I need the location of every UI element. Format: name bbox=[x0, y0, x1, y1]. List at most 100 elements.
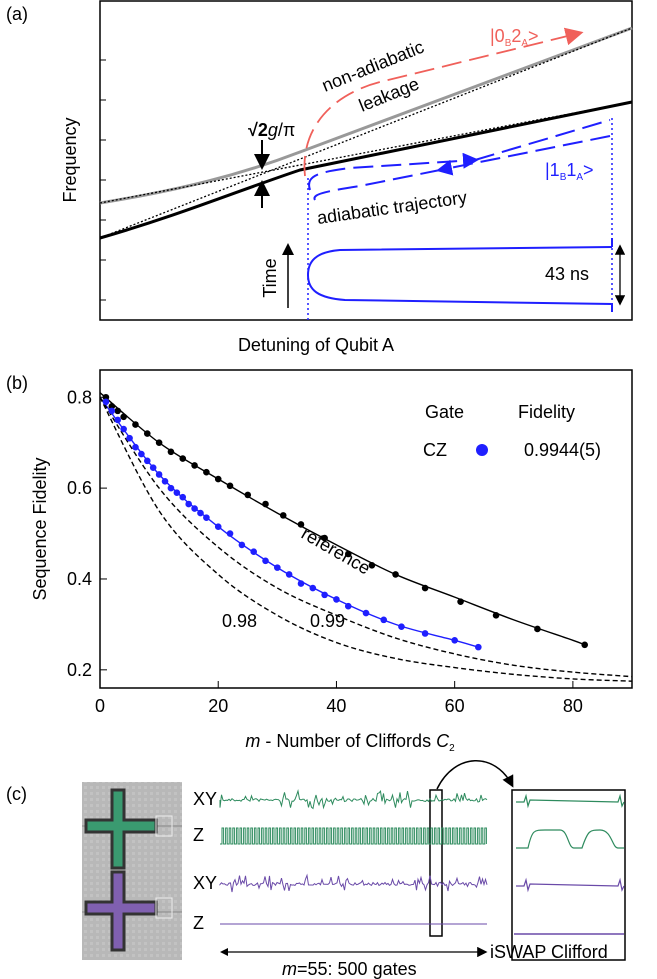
point bbox=[321, 534, 328, 542]
ticks bbox=[100, 59, 106, 301]
panel-label: (b) bbox=[6, 373, 28, 393]
zoom-box bbox=[429, 789, 443, 937]
part: - Number of Cliffords bbox=[260, 731, 436, 751]
zoom-label: iSWAP Clifford bbox=[490, 942, 608, 962]
trajectory-back bbox=[436, 135, 611, 176]
point bbox=[285, 571, 293, 578]
trajectory-forward bbox=[308, 152, 479, 191]
row-label: Z bbox=[193, 825, 204, 845]
sub: A bbox=[521, 38, 528, 49]
point bbox=[226, 482, 234, 490]
point bbox=[185, 500, 192, 508]
legend-fidelity: 0.9944(5) bbox=[524, 440, 601, 460]
waveform bbox=[516, 829, 624, 849]
bare-level bbox=[99, 27, 633, 239]
point bbox=[297, 580, 305, 587]
sqrt: √2 bbox=[248, 120, 268, 140]
x-tick-label: 60 bbox=[445, 696, 465, 716]
point bbox=[191, 505, 198, 512]
trajectory-label: adiabatic trajectory bbox=[316, 187, 468, 228]
qubit-a bbox=[84, 788, 158, 870]
point bbox=[262, 557, 269, 565]
point bbox=[238, 541, 246, 549]
point bbox=[214, 475, 222, 483]
frame bbox=[99, 369, 633, 689]
row-label: Z bbox=[193, 913, 204, 933]
point bbox=[143, 430, 151, 437]
coupling-label: √2g/π bbox=[248, 120, 295, 140]
point bbox=[120, 425, 127, 433]
point bbox=[297, 521, 305, 528]
leakage-path bbox=[303, 27, 584, 177]
trajectory-back bbox=[313, 169, 441, 201]
point bbox=[173, 489, 181, 496]
state-label: |0B2A> bbox=[490, 26, 539, 49]
point bbox=[344, 550, 352, 558]
time-profile bbox=[306, 246, 613, 312]
row-label: XY bbox=[193, 873, 217, 893]
y-tick-label: 0.6 bbox=[67, 478, 92, 498]
x-tick-label: 40 bbox=[326, 696, 346, 716]
waveform bbox=[516, 877, 625, 893]
point bbox=[475, 643, 482, 651]
waveform bbox=[219, 873, 488, 893]
point bbox=[120, 413, 127, 421]
point bbox=[197, 509, 204, 517]
point bbox=[102, 398, 110, 406]
sub: 2 bbox=[449, 743, 455, 754]
zoom-arrow bbox=[436, 760, 514, 790]
x-tick-label: 80 bbox=[563, 696, 583, 716]
point bbox=[138, 450, 145, 458]
qubit-b bbox=[84, 870, 158, 952]
point bbox=[132, 421, 139, 428]
point bbox=[368, 562, 376, 569]
point bbox=[126, 434, 133, 442]
coupler bbox=[155, 815, 173, 837]
bound-label: 0.98 bbox=[222, 611, 257, 631]
point bbox=[421, 630, 429, 637]
y-tick-label: 0.8 bbox=[67, 387, 92, 407]
part: 2 bbox=[511, 26, 521, 46]
c: C bbox=[436, 731, 450, 751]
y-axis-label: Frequency bbox=[60, 117, 80, 202]
point bbox=[534, 625, 541, 633]
panel-b: (b) Sequence Fidelity m - Number of Clif… bbox=[6, 369, 633, 754]
y-tick-label: 0.4 bbox=[67, 569, 92, 589]
point bbox=[226, 530, 234, 537]
point bbox=[279, 512, 287, 519]
point bbox=[203, 514, 210, 521]
point bbox=[380, 616, 388, 624]
sub: A bbox=[576, 172, 583, 183]
point bbox=[114, 407, 122, 415]
point bbox=[262, 500, 269, 508]
point bbox=[167, 448, 175, 456]
point bbox=[114, 416, 122, 424]
fit-curve bbox=[100, 392, 585, 646]
state-label: |1B1A> bbox=[545, 160, 594, 183]
part: 1 bbox=[566, 160, 576, 180]
point bbox=[250, 548, 257, 556]
duration-label: 43 ns bbox=[545, 264, 589, 284]
point bbox=[214, 523, 222, 531]
point bbox=[451, 637, 458, 644]
point bbox=[274, 564, 281, 571]
point bbox=[179, 455, 187, 462]
point bbox=[203, 468, 210, 476]
bound-curve bbox=[100, 396, 632, 682]
time-label: Time bbox=[260, 258, 280, 297]
point bbox=[392, 571, 399, 578]
upper-branch bbox=[99, 26, 633, 205]
point bbox=[244, 491, 252, 499]
sequence-label: m=55: 500 gates bbox=[282, 959, 417, 979]
row-label: XY bbox=[193, 789, 217, 809]
series-label: reference bbox=[298, 523, 374, 578]
part: =55: 500 gates bbox=[297, 959, 417, 979]
panel-a: (a) Frequency Detuning of Qubit A Time 4… bbox=[6, 0, 633, 355]
chip-image bbox=[82, 782, 182, 960]
part: > bbox=[528, 26, 539, 46]
point bbox=[132, 443, 139, 451]
point bbox=[149, 464, 157, 471]
point bbox=[161, 478, 169, 485]
sub: B bbox=[505, 38, 512, 49]
